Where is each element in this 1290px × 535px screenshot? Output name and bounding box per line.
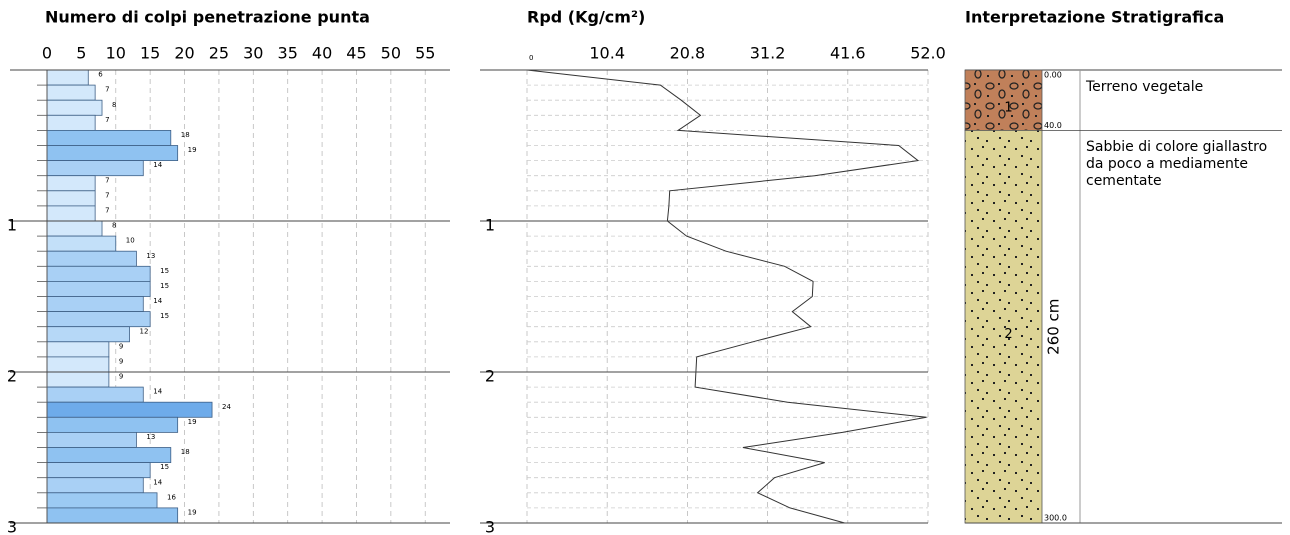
data-label: 14 [153, 478, 162, 486]
y-tick-label: 1 [485, 216, 495, 235]
bar [47, 161, 143, 176]
data-label: 18 [181, 131, 190, 139]
data-label: 7 [105, 116, 109, 124]
x-tick-label: 20 [174, 44, 194, 63]
data-label: 14 [153, 297, 162, 305]
bar [47, 432, 136, 447]
data-label: 9 [119, 342, 123, 350]
data-label: 15 [160, 282, 169, 290]
depth-label: 0.00 [1044, 71, 1062, 80]
x-tick-label: 15 [140, 44, 160, 63]
depth-label: 300.0 [1044, 514, 1067, 523]
bar [47, 463, 150, 478]
bar [47, 236, 116, 251]
data-label: 13 [146, 252, 155, 260]
bar [47, 327, 130, 342]
x-tick-label: 0 [529, 54, 533, 62]
bar [47, 115, 95, 130]
data-label: 6 [98, 71, 103, 79]
data-label: 15 [160, 312, 169, 320]
data-label: 10 [126, 237, 135, 245]
bar [47, 372, 109, 387]
data-label: 15 [160, 267, 169, 275]
layer-number: 1 [1004, 101, 1012, 116]
bar [47, 342, 109, 357]
bar [47, 357, 109, 372]
y-tick-label: 1 [7, 216, 17, 235]
data-label: 19 [188, 508, 197, 516]
x-tick-label: 30 [243, 44, 263, 63]
y-tick-label: 2 [7, 367, 17, 386]
x-tick-label: 50 [381, 44, 401, 63]
section-title: Interpretazione Stratigrafica [965, 8, 1224, 27]
x-tick-label: 41.6 [830, 44, 866, 63]
layer-description: Terreno vegetale [1086, 79, 1281, 96]
bar [47, 402, 212, 417]
bar [47, 448, 171, 463]
bar [47, 191, 95, 206]
x-tick-label: 40 [312, 44, 332, 63]
bar [47, 70, 88, 85]
data-label: 14 [153, 388, 162, 396]
data-label: 9 [119, 373, 123, 381]
x-tick-label: 0 [42, 44, 52, 63]
x-tick-label: 55 [415, 44, 435, 63]
layer-description: Sabbie di colore giallastro da poco a me… [1086, 139, 1281, 190]
bar [47, 130, 171, 145]
x-tick-label: 45 [346, 44, 366, 63]
data-label: 19 [188, 146, 197, 154]
chart-title: Rpd (Kg/cm²) [527, 8, 645, 27]
x-tick-label: 10.4 [589, 44, 625, 63]
data-label: 14 [153, 161, 162, 169]
data-label: 7 [105, 86, 109, 94]
y-tick-label: 3 [7, 518, 17, 535]
bar [47, 297, 143, 312]
data-label: 15 [160, 463, 169, 471]
layer-thickness: 260 cm [1045, 299, 1063, 355]
bar [47, 266, 150, 281]
bar [47, 417, 178, 432]
x-tick-label: 10 [106, 44, 126, 63]
data-label: 24 [222, 403, 231, 411]
data-label: 13 [146, 433, 155, 441]
y-tick-label: 2 [485, 367, 495, 386]
bar [47, 85, 95, 100]
data-label: 8 [112, 101, 116, 109]
data-label: 8 [112, 222, 116, 230]
x-tick-label: 20.8 [670, 44, 706, 63]
x-tick-label: 52.0 [910, 44, 946, 63]
x-tick-label: 5 [76, 44, 86, 63]
bar [47, 251, 136, 266]
bar [47, 100, 102, 115]
x-tick-label: 35 [278, 44, 298, 63]
bar [47, 281, 150, 296]
bar [47, 387, 143, 402]
layer-number: 2 [1004, 327, 1012, 342]
data-label: 7 [105, 176, 109, 184]
bar [47, 493, 157, 508]
x-tick-label: 31.2 [750, 44, 786, 63]
bar [47, 146, 178, 161]
data-label: 9 [119, 357, 123, 365]
data-label: 7 [105, 206, 109, 214]
page: Numero di colpi penetrazione punta Rpd (… [0, 0, 1290, 535]
bar [47, 221, 102, 236]
data-label: 12 [140, 327, 149, 335]
y-tick-label: 3 [485, 518, 495, 535]
bar [47, 312, 150, 327]
bar [47, 478, 143, 493]
bar [47, 508, 178, 523]
x-tick-label: 25 [209, 44, 229, 63]
bar [47, 206, 95, 221]
bar [47, 176, 95, 191]
data-label: 18 [181, 448, 190, 456]
data-label: 7 [105, 191, 109, 199]
depth-label: 40.0 [1044, 121, 1062, 130]
chart-title: Numero di colpi penetrazione punta [45, 8, 370, 27]
data-label: 16 [167, 493, 176, 501]
data-label: 19 [188, 418, 197, 426]
